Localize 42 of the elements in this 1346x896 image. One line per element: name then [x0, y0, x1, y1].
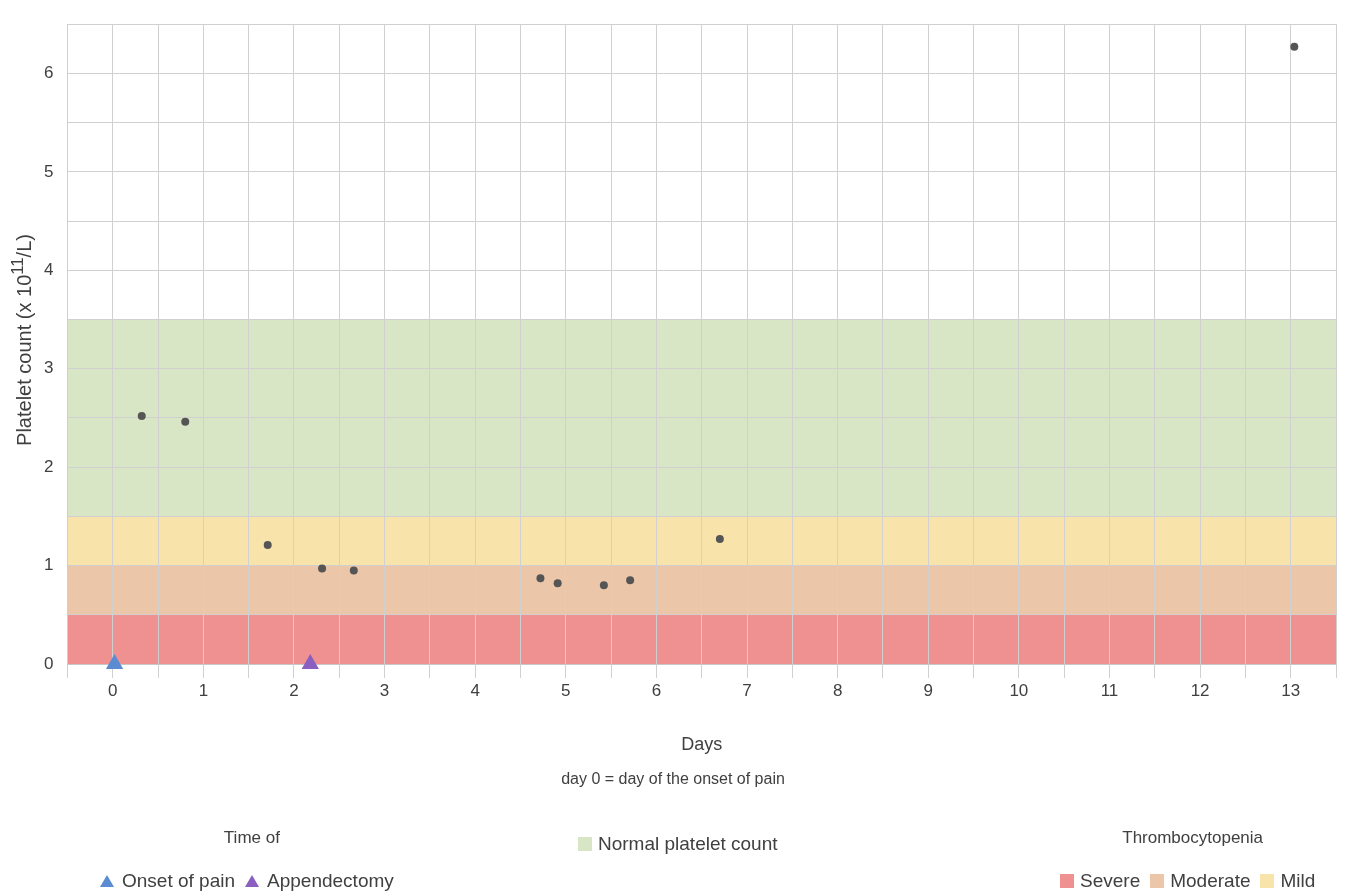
point — [553, 579, 562, 588]
x-tick-label: 6 — [651, 680, 662, 700]
legend-label: Onset of pain — [121, 870, 236, 892]
y-tick-label: 5 — [43, 161, 54, 181]
x-tick-label: 4 — [470, 680, 480, 700]
point — [599, 581, 608, 590]
point — [536, 574, 545, 583]
point — [349, 566, 358, 575]
point — [263, 540, 272, 549]
point — [626, 576, 635, 585]
text: day 0 = day of the onset of pain — [560, 770, 786, 788]
point — [1290, 42, 1299, 51]
point — [181, 417, 190, 426]
x-tick-label: 5 — [561, 680, 571, 700]
y-tick-label: 2 — [43, 456, 54, 476]
x-tick-label: 2 — [289, 680, 299, 700]
text: Time of — [222, 828, 281, 848]
x-axis-title: Days — [681, 734, 723, 755]
x-tick-label: 0 — [108, 680, 118, 700]
legend-label: Appendectomy — [266, 870, 394, 892]
legend-label: Mild — [1279, 870, 1316, 892]
point — [318, 564, 327, 573]
x-tick-label: 12 — [1190, 680, 1210, 700]
y-tick-label: 6 — [43, 63, 54, 83]
legend-label: Normal platelet count — [597, 833, 778, 855]
x-tick-label: 7 — [742, 680, 752, 700]
y-tick-label: 0 — [43, 653, 54, 673]
point — [137, 411, 146, 420]
x-tick-label: 11 — [1100, 680, 1119, 700]
x-tick-label: 13 — [1281, 680, 1301, 700]
x-tick-label: 10 — [1009, 680, 1029, 700]
legend-label: Severe — [1079, 870, 1141, 892]
legend-label: Moderate — [1169, 870, 1251, 892]
text: Thrombocytopenia — [1121, 828, 1265, 848]
x-tick-label: 3 — [379, 680, 390, 700]
x-tick-label: 8 — [832, 680, 843, 700]
y-tick-label: 4 — [43, 259, 54, 279]
y-tick-label: 3 — [43, 358, 54, 378]
y-tick-label: 1 — [43, 555, 54, 575]
x-tick-label: 9 — [923, 680, 933, 700]
x-tick-label: 1 — [198, 680, 209, 700]
point — [715, 534, 724, 543]
